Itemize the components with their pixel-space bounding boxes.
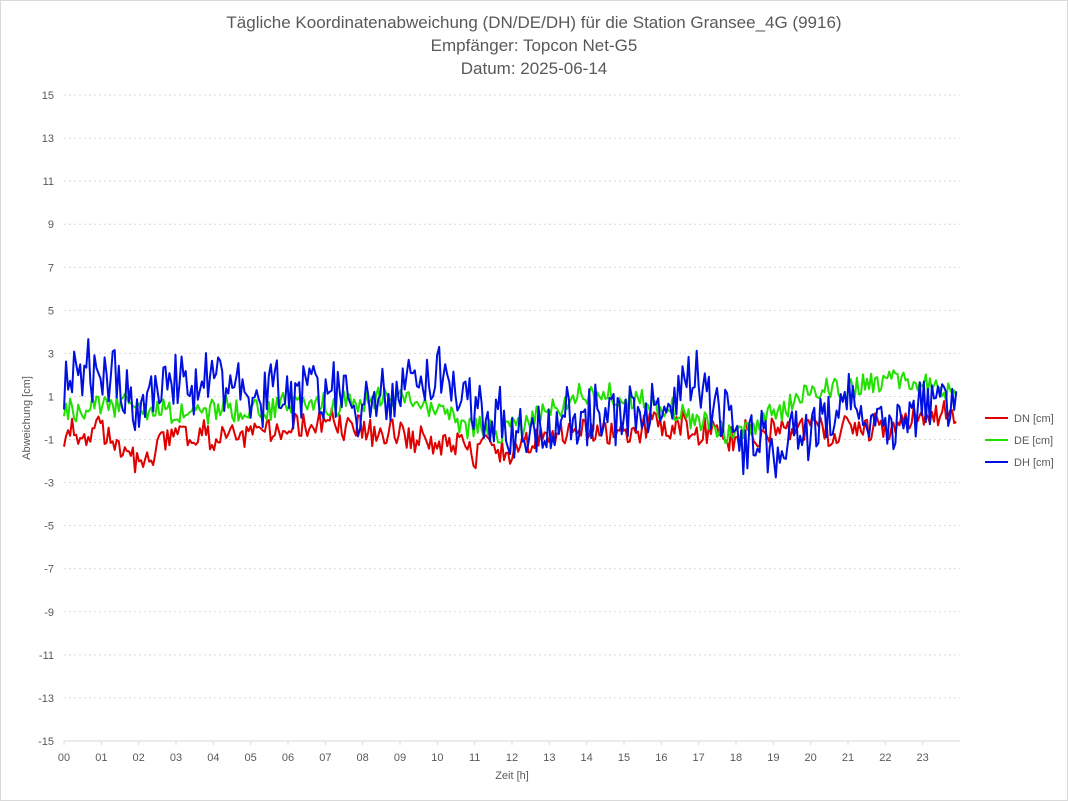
x-tick-label: 02 [133, 752, 145, 764]
x-tick-label: 06 [282, 752, 294, 764]
y-tick-label: -15 [38, 736, 54, 748]
y-tick-label: 11 [43, 176, 54, 188]
y-tick-label: -11 [39, 650, 54, 662]
x-tick-label: 13 [543, 752, 555, 764]
x-tick-label: 01 [95, 752, 107, 764]
x-tick-label: 14 [581, 752, 593, 764]
legend: DN [cm] DE [cm] DH [cm] [985, 413, 1054, 469]
x-tick-label: 22 [879, 752, 891, 764]
legend-label-dh: DH [cm] [1014, 457, 1054, 469]
x-tick-label: 04 [207, 752, 219, 764]
chart-title-line-1: Tägliche Koordinatenabweichung (DN/DE/DH… [226, 13, 841, 32]
y-tick-label: -9 [44, 607, 54, 619]
x-tick-label: 00 [58, 752, 70, 764]
x-tick-label: 08 [357, 752, 369, 764]
x-tick-label: 07 [319, 752, 331, 764]
x-tick-label: 17 [693, 752, 705, 764]
chart-title-line-2: Empfänger: Topcon Net-G5 [431, 36, 638, 55]
gridlines [64, 94, 960, 699]
y-tick-label: -1 [44, 435, 54, 447]
x-tick-label: 21 [842, 752, 854, 764]
legend-label-de: DE [cm] [1014, 435, 1053, 447]
x-tick-label: 12 [506, 752, 518, 764]
y-tick-label: -3 [44, 478, 54, 490]
y-axis-ticks: 15 13 11 9 7 5 3 1 -1 -3 -5 -7 -9 -11 -13 -15 [38, 90, 54, 748]
series-line-dn [63, 400, 957, 474]
x-tick-label: 16 [655, 752, 667, 764]
x-tick-label: 11 [469, 752, 480, 764]
x-tick-label: 15 [618, 752, 630, 764]
chart-title-line-3: Datum: 2025-06-14 [461, 59, 607, 78]
y-tick-label: 13 [42, 133, 54, 145]
y-tick-label: 9 [48, 219, 54, 231]
y-tick-label: 5 [48, 305, 54, 317]
y-tick-label: 3 [48, 348, 54, 360]
y-tick-label: 7 [48, 262, 54, 274]
y-tick-label: 15 [42, 90, 54, 102]
x-tick-label: 03 [170, 752, 182, 764]
x-tick-label: 23 [917, 752, 929, 764]
y-tick-label: 1 [48, 391, 54, 403]
x-tick-label: 10 [431, 752, 443, 764]
series-group [63, 338, 958, 479]
x-tick-label: 09 [394, 752, 406, 764]
y-tick-label: -7 [44, 564, 54, 576]
legend-label-dn: DN [cm] [1014, 413, 1054, 425]
x-tick-label: 05 [245, 752, 257, 764]
y-tick-label: -13 [38, 693, 54, 705]
y-tick-label: -5 [44, 521, 54, 533]
series-line-dh [63, 338, 958, 479]
x-axis-ticks: 00 01 02 03 04 05 06 07 08 09 10 11 12 13 14 15 16 17 18 19… [58, 741, 929, 764]
x-tick-label: 19 [767, 752, 779, 764]
x-tick-label: 20 [805, 752, 817, 764]
y-axis-title: Abweichung [cm] [21, 376, 33, 460]
x-tick-label: 18 [730, 752, 742, 764]
x-axis-title: Zeit [h] [495, 770, 529, 782]
series-line-de [63, 369, 958, 444]
chart-title: Tägliche Koordinatenabweichung (DN/DE/DH… [226, 13, 841, 78]
